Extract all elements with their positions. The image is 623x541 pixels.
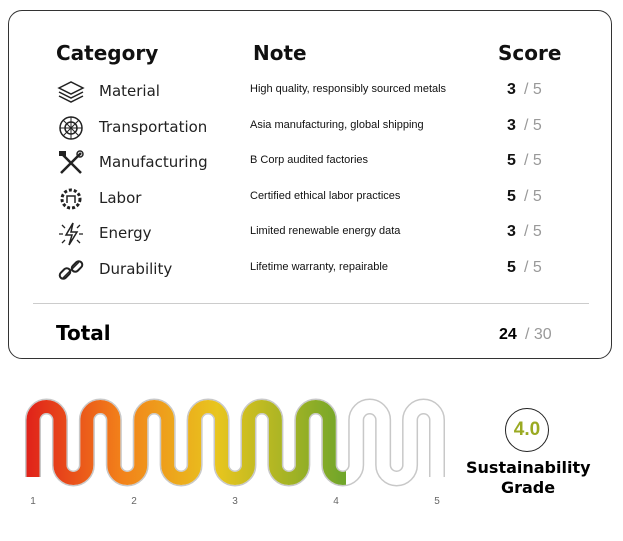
max-score: / 5 — [524, 152, 542, 169]
category-icon — [59, 150, 84, 174]
note: Certified ethical labor practices — [250, 189, 401, 202]
header: Category — [56, 41, 159, 65]
total-max: / 30 — [525, 326, 552, 343]
category: Material — [99, 82, 160, 100]
table-row: Transportation Asia manufacturing, global… — [9, 112, 611, 142]
score: 5 — [507, 187, 516, 205]
category: Manufacturing — [99, 153, 208, 171]
category-icon — [60, 188, 82, 209]
table-row: Manufacturing B Corp audited factories 5 / … — [9, 147, 611, 177]
grade-gauge: 1 2 3 4 5 — [25, 398, 445, 507]
category-icon — [58, 259, 84, 280]
category: Transportation — [99, 117, 208, 136]
score: 3 — [507, 116, 516, 134]
note: B Corp audited factories — [250, 154, 369, 166]
category: Energy — [99, 224, 152, 242]
score: 3 — [507, 81, 516, 98]
category-icon — [57, 81, 85, 103]
grade-value: 4.0 — [505, 408, 549, 452]
score: 5 — [507, 152, 516, 169]
header: Score — [498, 41, 562, 65]
max-score: / 5 — [524, 81, 542, 98]
max-score: / 5 — [524, 223, 542, 240]
gauge-tick-label: 5 — [434, 496, 440, 507]
grade-label: Sustainability Grade — [466, 458, 591, 497]
note: Limited renewable energy data — [250, 225, 401, 237]
gauge-tick-label: 4 — [333, 496, 339, 507]
score: 5 — [507, 258, 516, 276]
score-card: Category Note Score Material High quality… — [8, 10, 612, 359]
table-row: Energy Limited renewable energy data 3 / 5 — [9, 218, 611, 248]
category: Durability — [99, 259, 173, 278]
table-row: Material High quality, responsibly source… — [9, 76, 611, 106]
max-score: / 5 — [524, 187, 542, 205]
note: Lifetime warranty, repairable — [250, 260, 388, 273]
category-icon — [59, 222, 83, 246]
divider — [33, 303, 589, 304]
gauge-fill — [26, 400, 346, 485]
total-label: Total — [56, 321, 111, 345]
note: High quality, responsibly sourced metals — [250, 83, 447, 95]
gauge-tick-label: 1 — [30, 496, 36, 507]
max-score: / 5 — [524, 116, 542, 134]
total-score: 24 — [499, 326, 517, 343]
max-score: / 5 — [524, 258, 542, 276]
score: 3 — [507, 223, 516, 240]
table-row: Labor Certified ethical labor practices 5 /… — [9, 183, 611, 213]
table-row: Durability Lifetime warranty, repairable 5… — [9, 254, 611, 284]
category-icon — [59, 115, 83, 140]
category: Labor — [99, 188, 142, 207]
header: Note — [253, 41, 307, 65]
note: Asia manufacturing, global shipping — [250, 118, 424, 131]
gauge-tick-label: 3 — [232, 496, 238, 507]
gauge-tick-label: 2 — [131, 496, 137, 507]
